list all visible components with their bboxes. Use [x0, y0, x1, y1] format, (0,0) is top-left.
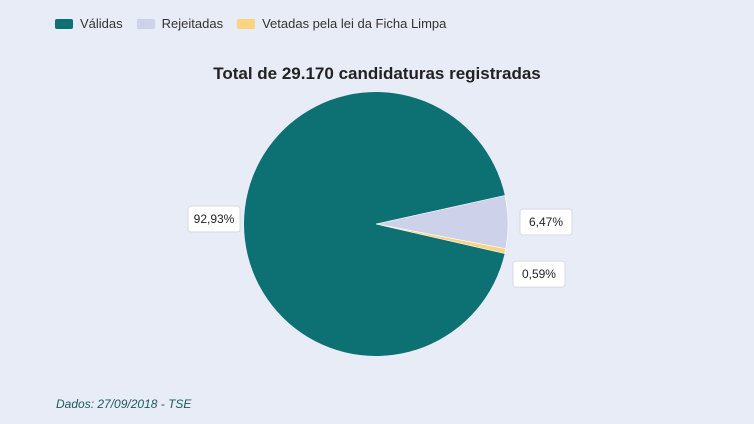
legend-swatch-vetadas	[237, 18, 256, 29]
data-label-box-rejeitadas	[519, 208, 573, 236]
data-label-text-rejeitadas: 6,47%	[529, 215, 563, 229]
source-note: Dados: 27/09/2018 - TSE	[56, 397, 192, 411]
pie-slice-vetadas[interactable]	[375, 223, 507, 254]
data-label-text-vetadas: 0,59%	[522, 267, 556, 281]
data-label-rejeitadas: 6,47%	[519, 208, 573, 236]
legend-label-validas: Válidas	[80, 16, 123, 31]
chart-title: Total de 29.170 candidaturas registradas	[213, 64, 541, 83]
legend-item-validas[interactable]: Válidas	[55, 16, 123, 31]
legend-item-rejeitadas[interactable]: Rejeitadas	[136, 16, 224, 31]
data-label-text-validas: 92,93%	[194, 212, 235, 226]
data-label-vetadas: 0,59%	[512, 260, 566, 288]
legend-label-rejeitadas: Rejeitadas	[161, 16, 224, 31]
data-label-box-vetadas	[512, 260, 566, 288]
legend-swatch-validas	[55, 18, 73, 29]
data-label-validas: 92,93%	[187, 205, 241, 233]
pie-slice-validas[interactable]	[244, 91, 505, 356]
pie-labels: 92,93% 6,47% 0,59%	[187, 205, 573, 288]
data-label-box-validas	[187, 205, 241, 233]
legend-label-vetadas: Vetadas pela lei da Ficha Limpa	[262, 16, 447, 31]
legend-swatch-rejeitadas	[136, 18, 155, 29]
legend: Válidas Rejeitadas Vetadas pela lei da F…	[55, 16, 460, 31]
legend-item-vetadas[interactable]: Vetadas pela lei da Ficha Limpa	[237, 16, 446, 31]
pie-slices	[244, 91, 509, 356]
